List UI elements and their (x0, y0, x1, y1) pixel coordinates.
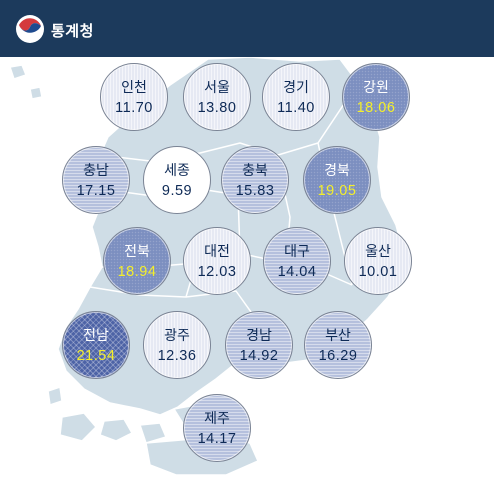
header-bar: 통계청 (0, 0, 494, 57)
region-name: 경남 (246, 326, 272, 343)
region-name: 대전 (204, 242, 230, 259)
region-jeonnam[interactable]: 전남 21.54 (62, 311, 130, 379)
region-gangwon[interactable]: 강원 18.06 (342, 63, 410, 131)
region-value: 16.29 (318, 347, 358, 364)
region-value: 18.06 (356, 99, 396, 116)
region-incheon[interactable]: 인천 11.70 (100, 63, 168, 131)
region-busan[interactable]: 부산 16.29 (304, 311, 372, 379)
region-value: 9.59 (161, 182, 193, 199)
region-chungbuk[interactable]: 충북 15.83 (221, 146, 289, 214)
region-name: 부산 (325, 326, 351, 343)
region-ulsan[interactable]: 울산 10.01 (344, 227, 412, 295)
region-value: 14.17 (197, 430, 237, 447)
region-gyeongnam[interactable]: 경남 14.92 (225, 311, 293, 379)
region-name: 서울 (204, 78, 230, 95)
region-name: 광주 (164, 326, 190, 343)
region-gyeongbuk[interactable]: 경북 19.05 (303, 146, 371, 214)
region-name: 제주 (204, 409, 230, 426)
region-name: 울산 (365, 242, 391, 259)
region-daejeon[interactable]: 대전 12.03 (183, 227, 251, 295)
region-chungnam[interactable]: 충남 17.15 (62, 146, 130, 214)
region-value: 10.01 (358, 263, 398, 280)
region-value: 12.03 (197, 263, 237, 280)
region-value: 15.83 (235, 182, 275, 199)
region-value: 11.40 (277, 99, 315, 116)
region-value: 13.80 (197, 99, 237, 116)
region-name: 세종 (164, 161, 190, 178)
region-gyeonggi[interactable]: 경기 11.40 (262, 63, 330, 131)
region-seoul[interactable]: 서울 13.80 (183, 63, 251, 131)
region-name: 대구 (284, 242, 310, 259)
region-value: 14.92 (239, 347, 279, 364)
region-name: 인천 (121, 78, 147, 95)
region-name: 충남 (83, 161, 109, 178)
region-value: 18.94 (117, 263, 157, 280)
region-name: 충북 (242, 161, 268, 178)
region-name: 전남 (83, 326, 109, 343)
region-value: 14.04 (277, 263, 317, 280)
header-title: 통계청 (51, 23, 94, 40)
region-value: 19.05 (317, 182, 357, 199)
region-name: 경기 (283, 78, 309, 95)
region-name: 전북 (124, 242, 150, 259)
region-value: 17.15 (76, 182, 116, 199)
region-value: 21.54 (76, 347, 116, 364)
region-jeonbuk[interactable]: 전북 18.94 (103, 227, 171, 295)
region-value: 11.70 (115, 99, 153, 116)
korea-map: 인천 11.70 서울 13.80 경기 11.40 강원 18.06 충남 1… (0, 57, 494, 496)
region-gwangju[interactable]: 광주 12.36 (143, 311, 211, 379)
region-sejong[interactable]: 세종 9.59 (143, 146, 211, 214)
region-name: 경북 (324, 161, 350, 178)
region-jeju[interactable]: 제주 14.17 (183, 394, 251, 462)
region-name: 강원 (363, 78, 389, 95)
kostat-logo-icon (16, 15, 44, 43)
region-value: 12.36 (157, 347, 197, 364)
region-daegu[interactable]: 대구 14.04 (263, 227, 331, 295)
